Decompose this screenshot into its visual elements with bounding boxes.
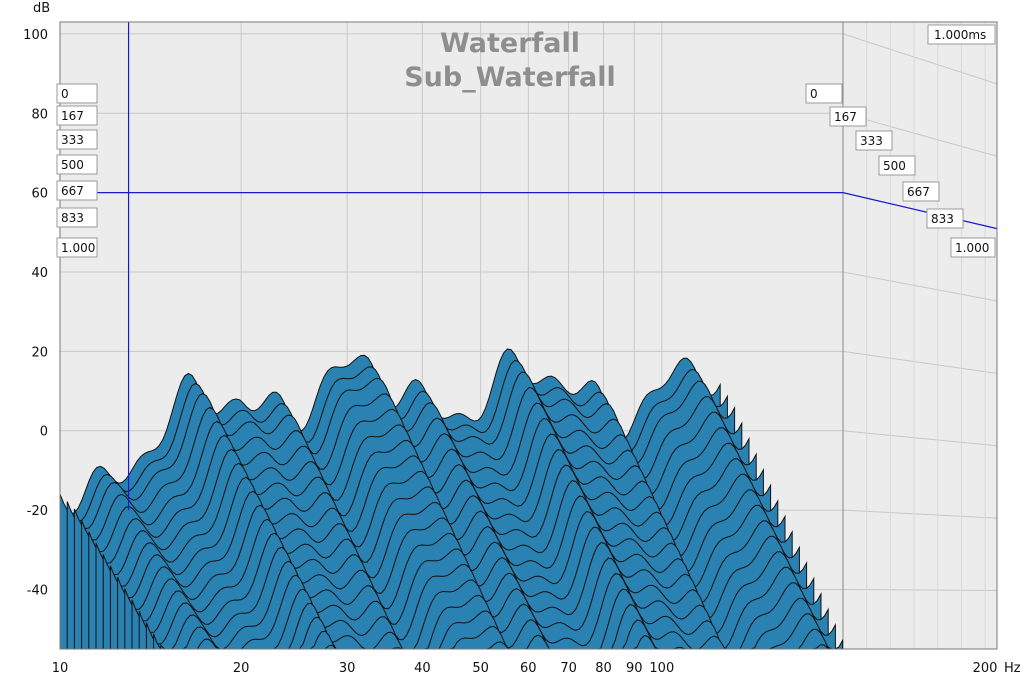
grid-line-side: [842, 588, 998, 591]
x-tick-label: 30: [339, 661, 356, 676]
time-label: 333: [860, 134, 883, 148]
time-axis-label-box: [927, 24, 996, 45]
y-tick-label: -20: [27, 504, 48, 519]
cursor-depth[interactable]: [842, 192, 998, 230]
y-tick-label: 80: [31, 107, 48, 122]
time-axis-label: 1.000ms: [934, 28, 986, 42]
time-label-box: [902, 181, 940, 202]
time-label-box: [56, 129, 98, 150]
time-label-box: [56, 207, 98, 228]
x-tick-label: 50: [472, 661, 489, 676]
cursor-lines[interactable]: [60, 22, 998, 511]
waterfall-slices: [59, 348, 872, 650]
grid-line-side: [842, 509, 998, 519]
time-label: 500: [883, 159, 906, 173]
time-label: 333: [61, 133, 84, 147]
x-tick-label: 60: [520, 661, 537, 676]
time-label-box: [855, 130, 893, 151]
time-label: 167: [61, 109, 84, 123]
time-label-box: [56, 154, 98, 175]
x-tick-label: 200: [973, 661, 998, 676]
y-tick-label: 20: [31, 345, 48, 360]
time-label: 1.000: [61, 241, 95, 255]
y-tick-labels: 100 80 60 40 20 0 -20 -40: [23, 28, 48, 599]
time-label: 500: [61, 158, 84, 172]
time-labels-left: 0 167 333 500 667 833 1.000: [56, 83, 98, 258]
chart-title: Waterfall: [440, 28, 580, 59]
y-axis-label: dB: [33, 1, 50, 16]
grid-line-side: [842, 430, 998, 447]
time-label: 667: [61, 184, 84, 198]
x-tick-label: 80: [595, 661, 612, 676]
x-tick-label: 100: [649, 661, 674, 676]
time-label-box: [878, 155, 916, 176]
time-label-box: [805, 83, 843, 104]
x-tick-label: 90: [626, 661, 643, 676]
x-tick-label: 40: [414, 661, 431, 676]
y-tick-label: 60: [31, 187, 48, 202]
x-tick-labels: 10 20 30 40 50 60 70 80 90 100 200: [52, 661, 998, 676]
time-label-box: [926, 208, 964, 229]
y-tick-label: -40: [27, 583, 48, 598]
x-axis-unit-label: Hz: [1004, 661, 1021, 676]
time-label-box: [829, 106, 867, 127]
time-label: 167: [834, 110, 857, 124]
time-label: 1.000: [955, 241, 989, 255]
time-label: 833: [931, 212, 954, 226]
x-tick-label: 20: [233, 661, 250, 676]
time-label: 0: [61, 87, 69, 101]
time-label-box: [56, 180, 98, 201]
time-label-box: [56, 237, 98, 258]
grid-line-side: [842, 271, 998, 302]
time-label-box: [56, 83, 98, 104]
chart-subtitle: Sub_Waterfall: [404, 62, 616, 93]
grid-line-side: [842, 33, 998, 85]
y-tick-label: 100: [23, 28, 48, 43]
time-label: 833: [61, 211, 84, 225]
time-label-box: [950, 237, 996, 258]
grid-line-side: [842, 350, 998, 374]
time-label-box: [56, 105, 98, 126]
time-label: 0: [810, 87, 818, 101]
plot-frame: [59, 21, 998, 650]
x-tick-label: 10: [52, 661, 69, 676]
grid-line-side: [842, 112, 998, 157]
time-label: 667: [907, 185, 930, 199]
y-tick-label: 40: [31, 266, 48, 281]
x-tick-label: 70: [560, 661, 577, 676]
y-tick-label: 0: [40, 425, 48, 440]
